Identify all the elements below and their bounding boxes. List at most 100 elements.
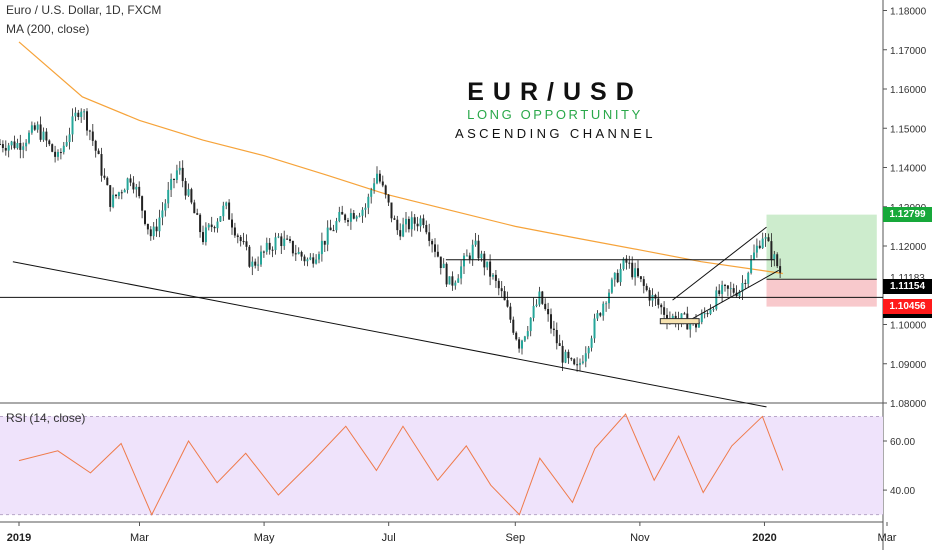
candle-body [732,288,735,293]
candle-body [0,143,1,145]
candle-body [480,253,483,259]
candle-body [550,314,552,329]
candle-body [318,254,320,260]
candle-body [286,238,289,240]
candle-body [503,291,506,301]
candle-body [30,125,33,133]
candle-body [155,226,158,232]
candle-body [399,230,402,237]
price-tick-label-2: 1.16000 [890,85,927,96]
candle-body [697,322,700,328]
candle-body [25,142,28,147]
price-tick-label-3: 1.15000 [890,124,927,135]
candle-body [642,279,645,286]
candle-body [320,240,323,255]
candle-body [225,202,228,206]
candle-body [657,298,660,305]
candle-body [265,242,268,252]
stop-zone [766,279,877,307]
candle-body [579,363,581,365]
candle-body [741,282,744,292]
candle-body [231,219,233,228]
candle-body [120,192,123,194]
candle-body [338,211,341,222]
candle-body [329,227,332,231]
candle-body [593,318,596,339]
symbol-header[interactable]: Euro / U.S. Dollar, 1D, FXCM [6,3,162,17]
candle-body [312,257,315,264]
candle-body [471,244,474,260]
candle-body [268,242,271,250]
price-tag-level: 1.11183 [883,271,932,286]
candle-body [149,229,152,237]
candle-body [48,140,51,145]
candle-body [126,178,129,190]
candle-body [750,259,753,273]
candle-body [193,202,196,214]
candle-body [141,196,144,211]
candle-body [68,134,71,143]
candle-body [228,202,231,220]
candle-body [239,236,242,242]
candle-body [22,146,25,150]
candle-body [309,257,312,260]
candle-body [483,253,486,268]
candle-body [65,142,68,146]
candle-body [761,238,764,249]
candle-body [254,261,257,266]
candle-body [222,205,225,217]
candle-body [106,177,109,186]
candle-body [552,328,555,331]
rsi-tick-label-0: 60.00 [890,437,915,448]
price-tick-label-8: 1.10000 [890,321,927,332]
candle-body [291,240,294,254]
candle-body [744,282,747,284]
candle-body [378,173,381,182]
rsi-legend[interactable]: RSI (14, close) [6,411,86,425]
candle-body [590,338,593,348]
candle-body [146,223,149,230]
candle-body [97,150,100,155]
candle-body [431,240,434,245]
candle-body [242,241,245,243]
candle-body [202,232,204,243]
candle-body [706,313,709,315]
candle-body [660,304,663,308]
candle-body [361,209,364,216]
candle-body [434,244,436,252]
candle-body [94,140,97,151]
candle-body [7,145,10,151]
candle-body [500,288,503,292]
candle-body [428,232,431,241]
candle-body [634,268,637,278]
candle-body [497,280,500,289]
candle-body [213,227,216,229]
trendline-channel-upper [672,226,767,301]
candle-body [773,254,776,260]
candle-body [387,194,390,203]
candle-body [436,251,439,257]
candle-body [512,319,515,333]
candle-body [170,178,173,190]
candle-body [248,246,251,267]
candle-body [622,258,625,270]
candle-body [535,304,538,306]
candle-body [570,358,573,360]
ma-legend[interactable]: MA (200, close) [6,22,90,36]
candle-body [494,274,497,281]
candle-body [587,347,590,354]
candle-body [364,207,367,210]
candle-body [271,249,274,251]
candle-body [117,192,120,197]
candle-body [384,185,387,195]
candle-body [703,313,706,315]
price-tick-label-9: 1.09000 [890,360,927,371]
candle-body [341,211,344,215]
candle-body [245,241,248,247]
annotation-title: EUR/USD [467,78,643,106]
candle-body [610,279,613,293]
candle-body [648,290,651,301]
candle-body [666,314,668,322]
